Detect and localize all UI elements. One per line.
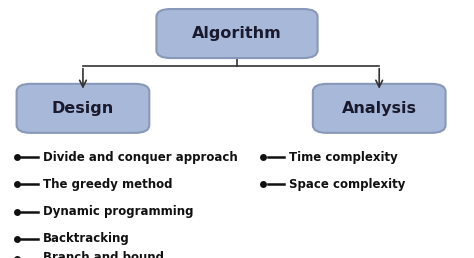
FancyBboxPatch shape xyxy=(17,84,149,133)
Text: Algorithm: Algorithm xyxy=(192,26,282,41)
Text: Dynamic programming: Dynamic programming xyxy=(43,205,193,218)
Text: Branch and bound
and many more: Branch and bound and many more xyxy=(43,251,164,258)
Text: The greedy method: The greedy method xyxy=(43,178,172,191)
FancyBboxPatch shape xyxy=(156,9,318,58)
Text: Analysis: Analysis xyxy=(342,101,417,116)
Text: Divide and conquer approach: Divide and conquer approach xyxy=(43,151,237,164)
FancyBboxPatch shape xyxy=(313,84,446,133)
Text: Design: Design xyxy=(52,101,114,116)
Text: Time complexity: Time complexity xyxy=(289,151,398,164)
Text: Backtracking: Backtracking xyxy=(43,232,129,245)
Text: Space complexity: Space complexity xyxy=(289,178,406,191)
